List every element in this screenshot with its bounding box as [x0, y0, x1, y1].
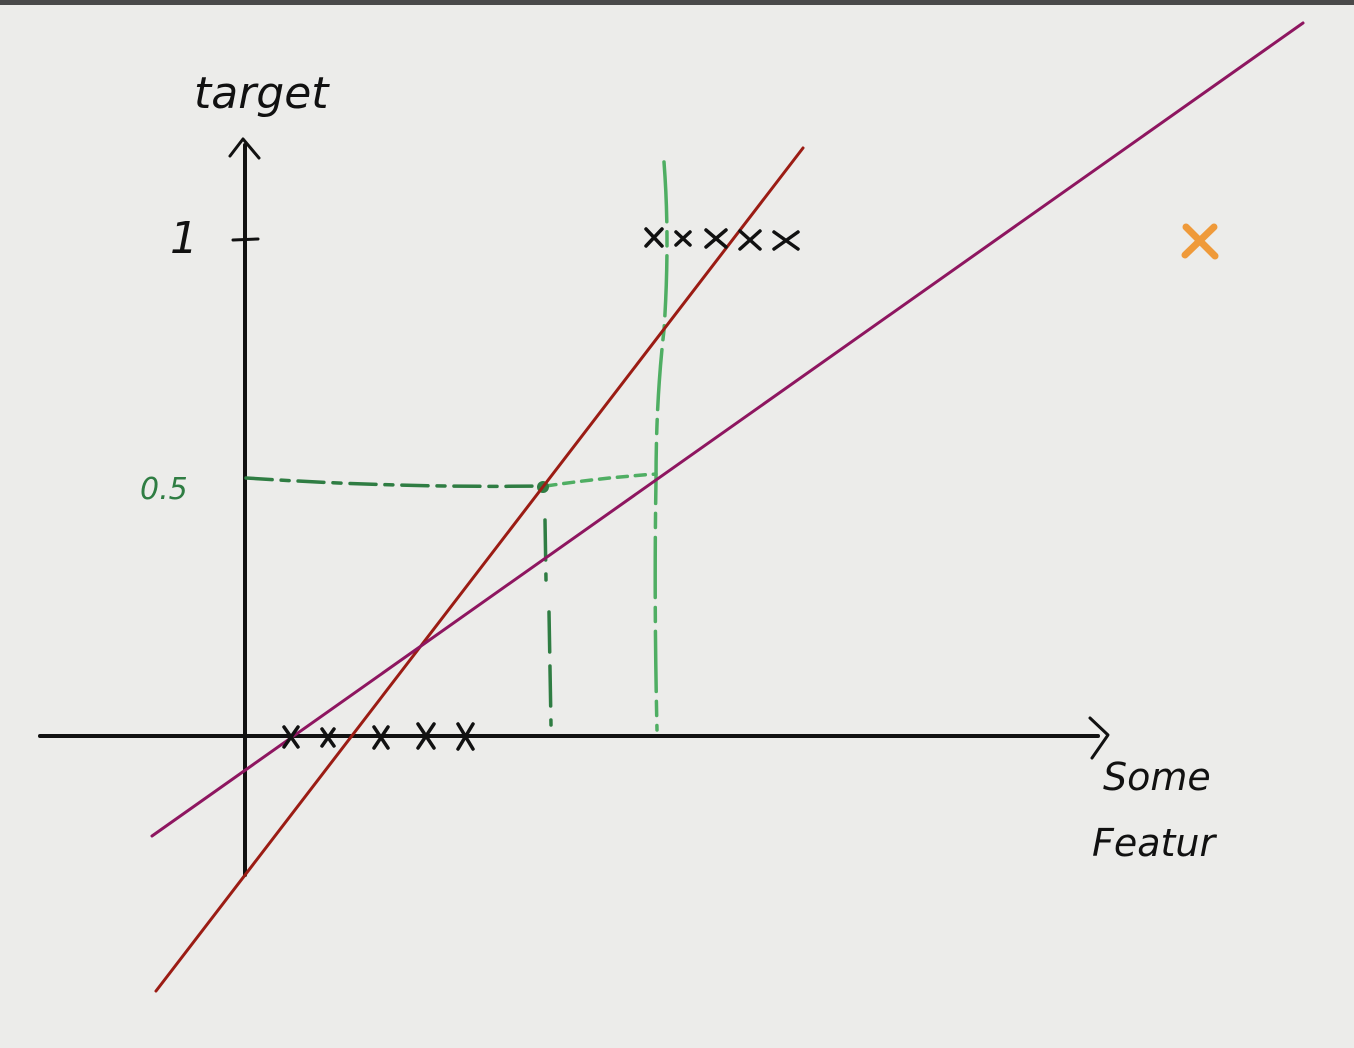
- class1-markers: [644, 227, 800, 251]
- tick-one-label: 1: [170, 213, 198, 264]
- x-axis-label-line2: Featur: [1092, 821, 1218, 865]
- y-axis-arrowhead: [228, 137, 261, 160]
- x-marker: [282, 725, 300, 749]
- tick-half-label: 0.5: [140, 472, 188, 507]
- x-marker: [320, 727, 336, 748]
- x-marker: [456, 722, 475, 751]
- x-marker: [416, 722, 436, 750]
- outlier-marker: [1181, 223, 1219, 260]
- tick-one-mark: [231, 237, 260, 242]
- green-guides: [244, 160, 669, 732]
- x-marker: [704, 228, 728, 249]
- x-marker: [372, 725, 390, 750]
- red-regression-line: [154, 146, 805, 993]
- red-boundary-guide: [543, 518, 553, 727]
- x-marker: [644, 227, 664, 248]
- x-axis-label-line1: Some: [1103, 755, 1211, 799]
- x-marker: [674, 230, 692, 247]
- class0-markers: [282, 722, 475, 751]
- purple-boundary-guide: [653, 160, 669, 732]
- axes: [38, 137, 1110, 877]
- window-top-bar: [0, 0, 1354, 5]
- x-axis-arrowhead: [1088, 716, 1110, 760]
- half-level-guide: [244, 476, 544, 489]
- half-level-guide-extension: [544, 472, 658, 488]
- purple-regression-line: [150, 21, 1305, 838]
- y-axis-label: target: [194, 68, 330, 119]
- x-marker: [772, 230, 800, 251]
- x-marker: [738, 229, 762, 251]
